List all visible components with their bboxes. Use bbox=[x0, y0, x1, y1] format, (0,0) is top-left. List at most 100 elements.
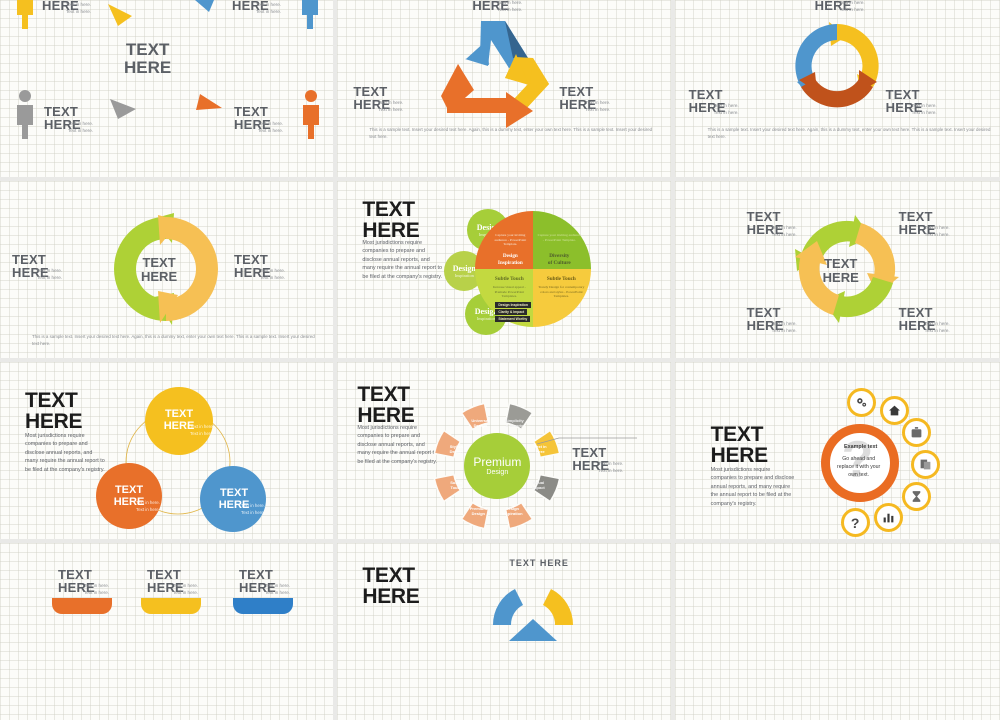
sub-text-2b: Text in here. bbox=[256, 9, 282, 14]
cycle2-sub-right-b: Text in here. bbox=[260, 275, 286, 280]
documents-icon[interactable] bbox=[910, 450, 940, 479]
circle-top-sub-a: Text in here. bbox=[190, 424, 214, 429]
donut-title: TEXT HERE bbox=[357, 383, 415, 427]
slide-three-circles[interactable]: TEXT HERE Most jurisdictions require com… bbox=[0, 362, 334, 539]
slide1-center-label: TEXT HERE bbox=[124, 40, 172, 77]
slide-three-tabs[interactable]: TEXT HERE Text in here. Text in here. TE… bbox=[0, 543, 334, 720]
slide-two-arrow-cycle[interactable]: TEXT HERE TEXT HERE Text in here. Text i… bbox=[0, 181, 334, 358]
cycle4-sub-tl-b: Text in here. bbox=[771, 232, 797, 237]
slide-people-arrows[interactable]: TEXT HERE Text in here. Text in here. TE… bbox=[0, 0, 334, 177]
briefcase-icon[interactable] bbox=[901, 418, 931, 447]
quadpie-blurb-1: Capture your inviting audience - PowerPo… bbox=[494, 233, 527, 247]
tab-shape-1[interactable] bbox=[52, 598, 112, 614]
tab-sub-1b: Text in here. bbox=[84, 590, 110, 595]
arrow-triangle-orange bbox=[196, 94, 222, 110]
quadpie-label-4: Subtle Touch bbox=[546, 276, 576, 282]
gauge-graphic bbox=[493, 589, 574, 641]
circle-left[interactable] bbox=[96, 463, 162, 529]
home-icon[interactable] bbox=[879, 396, 909, 425]
recycle-sub-top-a: Text in here. bbox=[497, 0, 523, 5]
circle-top-sub-b: Text in here. bbox=[190, 431, 214, 436]
circle-left-label: TEXT HERE bbox=[113, 484, 145, 508]
arrow-triangle-blue bbox=[195, 0, 214, 12]
donut-segment-label-2: Simplicity & Beauty bbox=[504, 418, 524, 429]
donut-body: Most jurisdictions require companies to … bbox=[357, 425, 438, 465]
tab-label-2: TEXT HERE bbox=[147, 567, 184, 596]
recycle-sub-right-b: Text in here. bbox=[585, 107, 611, 112]
donut-segment-label-3: Text in here bbox=[534, 444, 547, 455]
sub-text-2a: Text in here. bbox=[256, 2, 282, 7]
quadpie-chip-1[interactable]: Design Inspiration bbox=[495, 302, 531, 308]
cycle3-sub-top-b: Text in here. bbox=[839, 7, 865, 12]
gears-icon[interactable] bbox=[846, 388, 876, 417]
four-arrow-cycle-graphic bbox=[794, 215, 899, 323]
quadpie-blurb-4: Trendy Design for contemporary colors an… bbox=[538, 285, 585, 299]
donut-callout-sub-a: Text in here. bbox=[598, 461, 624, 466]
circle-right-sub-b: Text in here. bbox=[241, 510, 265, 515]
tab-sub-3a: Text in here. bbox=[265, 583, 291, 588]
cycle2-center-label: TEXT HERE bbox=[141, 255, 178, 284]
cycle4-sub-br-b: Text in here. bbox=[924, 328, 950, 333]
label-text-here-2: TEXT HERE bbox=[232, 0, 269, 14]
iconring-main-circle[interactable] bbox=[820, 424, 899, 502]
bar-chart-icon[interactable] bbox=[873, 503, 903, 532]
two-arrow-cycle-graphic bbox=[114, 213, 218, 325]
slide-three-arrow-cycle[interactable]: TEXT HERE Text in here. Text in here. TE… bbox=[674, 0, 1000, 177]
question-icon[interactable]: ? bbox=[840, 508, 870, 537]
circle-top[interactable] bbox=[145, 387, 213, 455]
quadpie-blurb-2: Capture your inviting audience - PowerPo… bbox=[537, 233, 582, 242]
donut-segment-label-1: Universal Design bbox=[471, 418, 490, 429]
cycle2-sub-right-a: Text in here. bbox=[260, 268, 286, 273]
sub-text-4a: Text in here. bbox=[258, 121, 284, 126]
person-icon-orange bbox=[303, 90, 319, 139]
cycle2-sub-left-b: Text in here. bbox=[37, 275, 63, 280]
recycle-label-top: TEXT HERE bbox=[472, 0, 510, 14]
cycle3-footnote: This is a sample text. Insert your desir… bbox=[707, 127, 991, 140]
cycle4-sub-tr-b: Text in here. bbox=[924, 232, 950, 237]
cycle2-label-left: TEXT HERE bbox=[12, 252, 49, 281]
quadpie-chip-3[interactable]: Statement Worthy bbox=[495, 316, 531, 322]
quadpie-title: TEXT HERE bbox=[362, 198, 420, 242]
person-icon-blue bbox=[302, 0, 318, 29]
donut-segment-label-4: Visual Impact bbox=[531, 480, 545, 491]
circle-right-label: TEXT HERE bbox=[218, 487, 250, 511]
sub-text-1a: Text in here. bbox=[66, 2, 92, 7]
cycle4-label-tl: TEXT HERE bbox=[746, 209, 784, 238]
donut-callout-sub-b: Text in here. bbox=[598, 468, 624, 473]
tab-label-3: TEXT HERE bbox=[239, 567, 276, 596]
cycle3-sub-right-b: Text in here. bbox=[911, 110, 937, 115]
slide-recycle-triangle[interactable]: TEXT HERE Text in here. Text in here. TE… bbox=[337, 0, 671, 177]
slide-blank[interactable] bbox=[674, 543, 1000, 720]
sub-text-3a: Text in here. bbox=[68, 121, 94, 126]
cycle3-sub-right-a: Text in here. bbox=[911, 103, 937, 108]
donut-segment-label-5: Design Inspiration bbox=[502, 506, 523, 517]
three-arrow-cycle-graphic bbox=[795, 22, 879, 108]
cycle4-label-tr: TEXT HERE bbox=[898, 209, 936, 238]
slide-icon-ring[interactable]: TEXT HERE Most jurisdictions require com… bbox=[674, 362, 1000, 539]
question-mark-watermark: ? bbox=[841, 431, 874, 489]
quadpie-chip-2[interactable]: Clarity & Impact bbox=[495, 309, 528, 315]
tab-shape-3[interactable] bbox=[233, 598, 293, 614]
tab-sub-2b: Text in here. bbox=[173, 590, 199, 595]
quadpie-label-3: Subtle Touch bbox=[494, 276, 524, 282]
recycle-sub-left-a: Text in here. bbox=[378, 100, 404, 105]
recycle-label-left: TEXT HERE bbox=[353, 84, 391, 113]
slide-segmented-donut[interactable]: TEXT HERE Most jurisdictions require com… bbox=[337, 362, 671, 539]
slide-gauge[interactable]: TEXT HERE TEXT HERE bbox=[337, 543, 671, 720]
hourglass-icon[interactable] bbox=[901, 482, 931, 511]
iconring-body: Most jurisdictions require companies to … bbox=[710, 467, 795, 507]
slide-four-arrow-cycle[interactable]: TEXT HERE TEXT HERE Text in here. Text i… bbox=[674, 181, 1000, 358]
cycle3-label-left: TEXT HERE bbox=[688, 87, 726, 116]
quadpie-body: Most jurisdictions require companies to … bbox=[362, 240, 443, 280]
label-text-here-1: TEXT HERE bbox=[42, 0, 79, 14]
quadpie-blurb-3: Increase visual appeal - Premade PowerPo… bbox=[492, 285, 526, 299]
iconring-callout-body: Go ahead and replace it with your own te… bbox=[837, 456, 881, 478]
cycle3-label-top: TEXT HERE bbox=[814, 0, 852, 14]
cycle4-label-bl: TEXT HERE bbox=[746, 305, 784, 334]
slide-quadrant-pie[interactable]: TEXT HERE Most jurisdictions require com… bbox=[337, 181, 671, 358]
cycle2-label-right: TEXT HERE bbox=[234, 252, 271, 281]
circle-right[interactable] bbox=[200, 466, 266, 532]
tab-shape-2[interactable] bbox=[141, 598, 201, 614]
circle-left-sub-a: Text in here. bbox=[136, 500, 160, 505]
cycle4-sub-bl-b: Text in here. bbox=[771, 328, 797, 333]
